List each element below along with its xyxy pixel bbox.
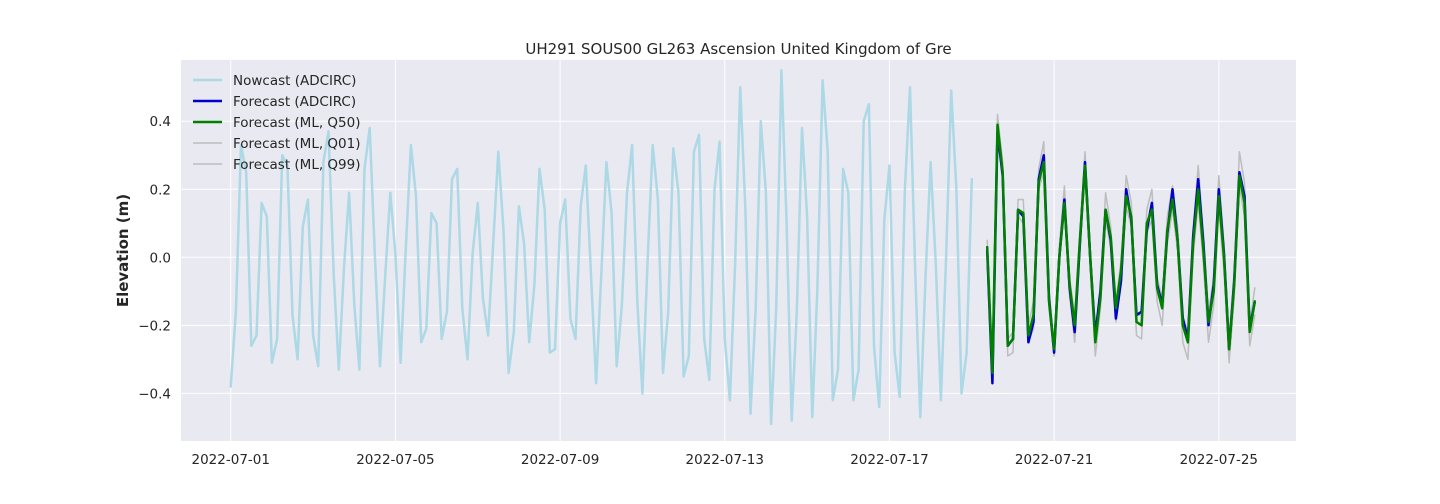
legend: Nowcast (ADCIRC) Forecast (ADCIRC) Forecas… [193, 73, 361, 173]
legend-label: Forecast (ML, Q01) [233, 136, 361, 152]
tick-labels: 2022-07-01 2022-07-05 2022-07-09 2022-07-13… [138, 114, 1258, 468]
y-tick-label: 0.2 [150, 182, 171, 198]
y-tick-label: 0.4 [150, 114, 171, 130]
y-axis-title: Elevation (m) [114, 194, 132, 307]
chart-title: UH291 SOUS00 GL263 Ascension United King… [525, 40, 951, 58]
y-tick-label: 0.0 [150, 250, 171, 266]
legend-label: Forecast (ML, Q99) [233, 157, 361, 173]
x-tick-label: 2022-07-25 [1180, 452, 1258, 468]
series-line-2 [985, 123, 1257, 375]
x-tick-label: 2022-07-21 [1015, 452, 1093, 468]
x-tick-label: 2022-07-01 [192, 452, 270, 468]
y-tick-label: −0.2 [138, 318, 171, 334]
legend-label: Forecast (ADCIRC) [233, 94, 356, 110]
x-tick-label: 2022-07-09 [521, 452, 599, 468]
series-lines [229, 68, 1257, 426]
legend-label: Forecast (ML, Q50) [233, 115, 361, 131]
x-tick-label: 2022-07-13 [686, 452, 764, 468]
y-tick-label: −0.4 [138, 386, 171, 402]
x-tick-label: 2022-07-17 [850, 452, 928, 468]
series-line-0 [229, 68, 974, 426]
x-tick-label: 2022-07-05 [356, 452, 434, 468]
legend-label: Nowcast (ADCIRC) [233, 73, 356, 89]
